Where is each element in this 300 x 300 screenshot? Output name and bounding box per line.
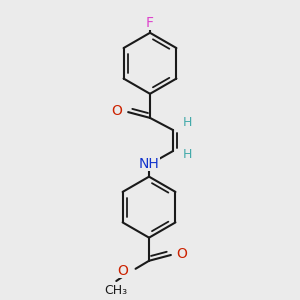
Text: H: H [183, 148, 192, 161]
Text: O: O [117, 264, 128, 278]
Text: F: F [146, 16, 154, 30]
Text: H: H [183, 116, 192, 129]
Text: CH₃: CH₃ [105, 284, 128, 297]
Text: O: O [177, 247, 188, 261]
Text: NH: NH [139, 157, 159, 171]
Text: O: O [112, 104, 122, 118]
